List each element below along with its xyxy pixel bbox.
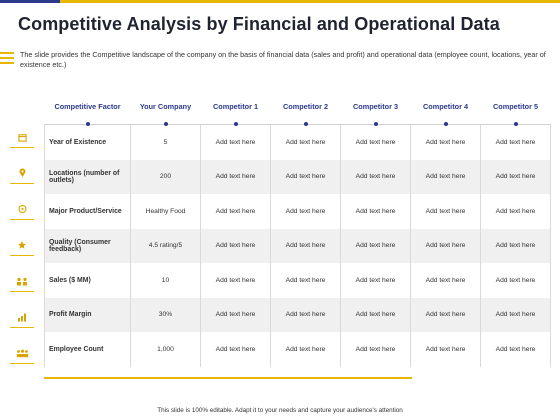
table-row: Sales ($ MM) 10 Add text here Add text h…: [44, 263, 551, 298]
profit-chart-icon: [10, 308, 34, 328]
competitor-cell: Add text here: [410, 297, 481, 332]
table-header-row: Competitive Factor Your Company Competit…: [45, 88, 551, 126]
table-row: Year of Existence 5 Add text here Add te…: [44, 124, 551, 160]
header-competitive-factor: Competitive Factor: [45, 88, 131, 126]
competitor-cell: Add text here: [340, 124, 411, 160]
table-bottom-accent-line: [44, 377, 412, 379]
factor-cell: Major Product/Service: [44, 194, 131, 229]
competitor-cell: Add text here: [340, 159, 411, 194]
competitor-cell: Add text here: [200, 159, 271, 194]
competitor-cell: Add text here: [340, 332, 411, 367]
table-row: Employee Count 1,000 Add text here Add t…: [44, 332, 551, 367]
competitor-cell: Add text here: [200, 194, 271, 229]
header-competitor-3: Competitor 3: [341, 88, 411, 126]
top-accent-bar-blue: [0, 0, 60, 3]
page-description: The slide provides the Competitive lands…: [20, 50, 546, 69]
competitor-cell: Add text here: [270, 124, 341, 160]
header-competitor-5: Competitor 5: [481, 88, 551, 126]
competitor-cell: Add text here: [200, 228, 271, 263]
footer-note: This slide is 100% editable. Adapt it to…: [157, 407, 403, 414]
table-row: Major Product/Service Healthy Food Add t…: [44, 194, 551, 229]
competitor-cell: Add text here: [340, 263, 411, 298]
factor-cell: Year of Existence: [44, 124, 131, 160]
your-company-cell: 30%: [130, 297, 201, 332]
competitor-cell: Add text here: [200, 332, 271, 367]
header-your-company: Your Company: [131, 88, 201, 126]
header-competitor-4: Competitor 4: [411, 88, 481, 126]
competitor-cell: Add text here: [340, 228, 411, 263]
competitor-cell: Add text here: [480, 194, 551, 229]
competitor-cell: Add text here: [410, 263, 481, 298]
table-row: Profit Margin 30% Add text here Add text…: [44, 297, 551, 332]
employees-icon: [10, 344, 34, 364]
competitor-cell: Add text here: [410, 124, 481, 160]
competitor-cell: Add text here: [200, 297, 271, 332]
competitor-cell: Add text here: [480, 124, 551, 160]
factor-cell: Profit Margin: [44, 297, 131, 332]
your-company-cell: 200: [130, 159, 201, 194]
product-service-icon: [10, 200, 34, 220]
calendar-icon: [10, 128, 34, 148]
competitor-cell: Add text here: [270, 297, 341, 332]
sales-people-icon: [10, 272, 34, 292]
your-company-cell: 5: [130, 124, 201, 160]
menu-lines-icon: [0, 52, 14, 67]
your-company-cell: 1,000: [130, 332, 201, 367]
competitor-cell: Add text here: [480, 297, 551, 332]
competitor-cell: Add text here: [200, 263, 271, 298]
competitor-cell: Add text here: [480, 228, 551, 263]
competitor-cell: Add text here: [340, 194, 411, 229]
competitor-cell: Add text here: [480, 263, 551, 298]
your-company-cell: 4.5 rating/5: [130, 228, 201, 263]
competitor-cell: Add text here: [340, 297, 411, 332]
competitor-cell: Add text here: [410, 194, 481, 229]
top-accent-bar-yellow: [60, 0, 560, 3]
competitor-cell: Add text here: [200, 124, 271, 160]
competitive-analysis-table: Competitive Factor Your Company Competit…: [44, 88, 551, 367]
factor-cell: Sales ($ MM): [44, 263, 131, 298]
competitor-cell: Add text here: [410, 332, 481, 367]
factor-cell: Quality (Consumer feedback): [44, 228, 131, 263]
competitor-cell: Add text here: [410, 159, 481, 194]
table-row: Locations (number of outlets) 200 Add te…: [44, 159, 551, 194]
table-row: Quality (Consumer feedback) 4.5 rating/5…: [44, 228, 551, 263]
competitor-cell: Add text here: [270, 332, 341, 367]
header-competitor-2: Competitor 2: [271, 88, 341, 126]
location-pin-icon: [10, 164, 34, 184]
your-company-cell: 10: [130, 263, 201, 298]
your-company-cell: Healthy Food: [130, 194, 201, 229]
header-competitor-1: Competitor 1: [201, 88, 271, 126]
factor-cell: Employee Count: [44, 332, 131, 367]
competitor-cell: Add text here: [410, 228, 481, 263]
competitor-cell: Add text here: [480, 159, 551, 194]
competitor-cell: Add text here: [270, 263, 341, 298]
page-title: Competitive Analysis by Financial and Op…: [18, 14, 500, 34]
quality-hand-icon: [10, 236, 34, 256]
competitor-cell: Add text here: [270, 194, 341, 229]
competitor-cell: Add text here: [270, 159, 341, 194]
factor-cell: Locations (number of outlets): [44, 159, 131, 194]
competitor-cell: Add text here: [270, 228, 341, 263]
competitor-cell: Add text here: [480, 332, 551, 367]
